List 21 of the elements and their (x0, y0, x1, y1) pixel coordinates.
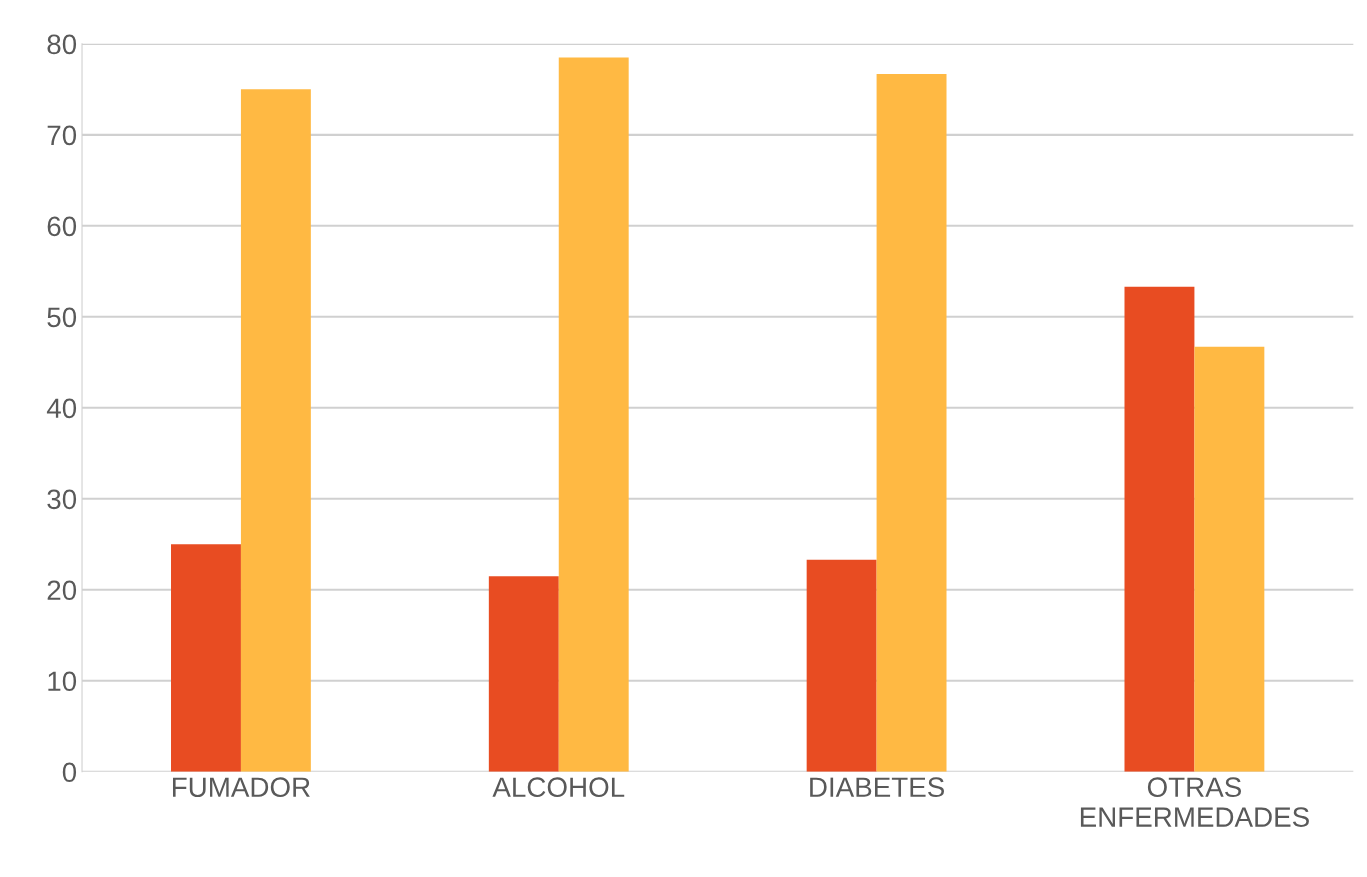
x-tick-label: DIABETES (810, 777, 944, 798)
bar (171, 544, 241, 772)
bar (1194, 346, 1265, 772)
y-tick-label: 10 (48, 671, 77, 692)
x-tick-label: ALCOHOL (492, 777, 625, 798)
bar (876, 73, 947, 772)
y-tick-label: 40 (46, 398, 77, 419)
bar (488, 576, 559, 772)
y-tick-label: 50 (47, 307, 77, 328)
y-tick-label: 60 (47, 216, 77, 237)
x-tick-label: OTRAS ENFERMEDADES (1080, 777, 1309, 827)
y-tick-label: 0 (62, 762, 77, 783)
y-tick-label: 30 (47, 489, 77, 510)
bar (558, 57, 629, 772)
y-tick-label: 80 (47, 34, 77, 55)
bar (1124, 286, 1195, 772)
bar (240, 89, 311, 772)
y-tick-label: 20 (47, 580, 77, 601)
bar (806, 559, 877, 772)
y-tick-label: 70 (47, 125, 77, 146)
x-tick-label: FUMADOR (173, 777, 310, 798)
